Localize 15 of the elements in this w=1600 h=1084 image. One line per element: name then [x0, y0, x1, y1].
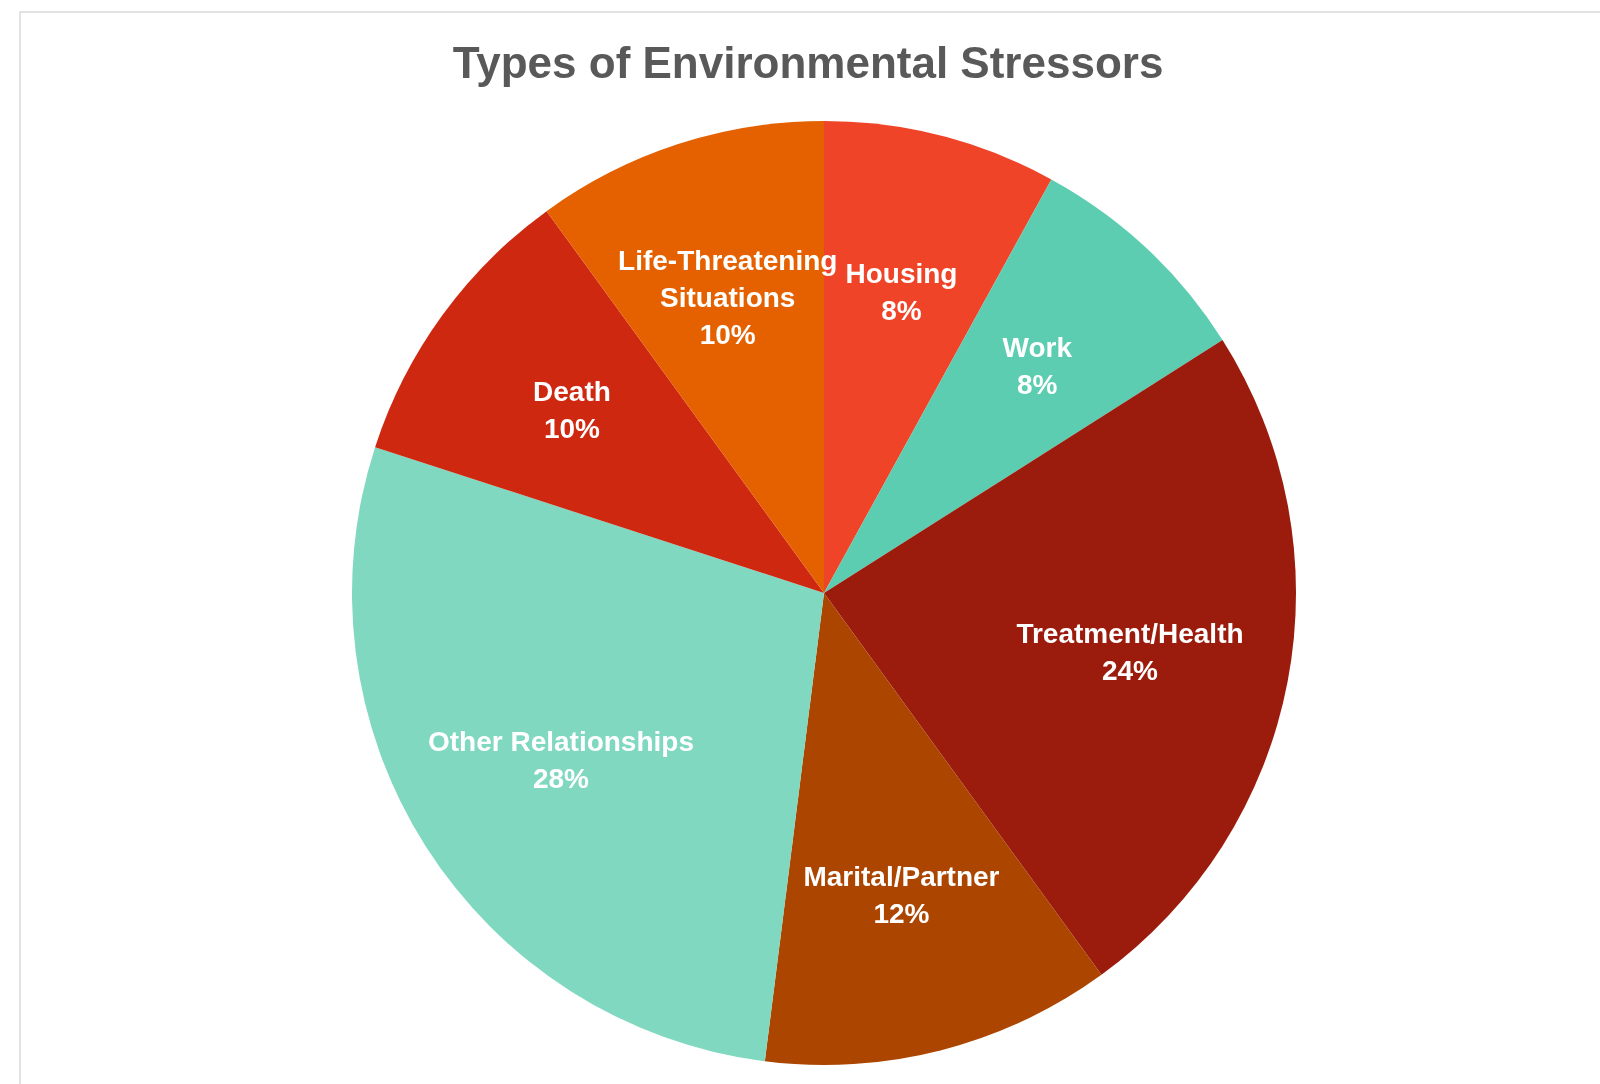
data-label: 24% [1101, 654, 1159, 686]
chart-title: Types of Environmental Stressors [452, 37, 1164, 87]
slice-label: Life-Threatening Situations [618, 244, 838, 313]
data-label: 12% [873, 897, 930, 929]
slice-label: Marital/Partner [803, 860, 1000, 892]
slice-label: Death [533, 375, 611, 407]
data-label: 8% [1017, 368, 1058, 400]
slice-label: Other Relationships [427, 725, 694, 757]
data-label: 10% [543, 412, 601, 444]
slice-label: Treatment/Health [1016, 617, 1244, 649]
slice-label: Work [1002, 331, 1073, 363]
data-label: 10% [699, 318, 756, 350]
data-label: 28% [532, 762, 590, 794]
data-label: 8% [881, 294, 922, 326]
slice-label: Housing [845, 257, 958, 289]
